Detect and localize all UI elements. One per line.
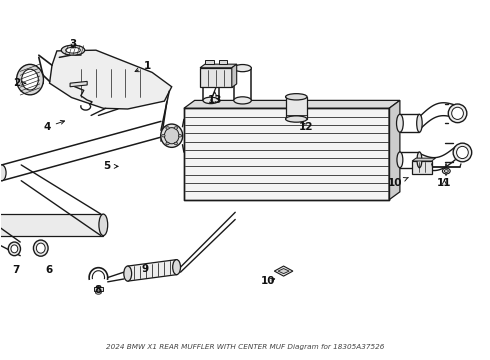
Text: 5: 5 bbox=[103, 161, 118, 171]
Polygon shape bbox=[278, 269, 289, 274]
Ellipse shape bbox=[286, 116, 307, 122]
Ellipse shape bbox=[11, 245, 18, 253]
Text: 7: 7 bbox=[13, 265, 20, 275]
Text: 2: 2 bbox=[13, 78, 25, 88]
Ellipse shape bbox=[66, 47, 80, 53]
Bar bbox=[94, 287, 103, 291]
Text: 3: 3 bbox=[70, 40, 76, 49]
Ellipse shape bbox=[99, 214, 108, 235]
Ellipse shape bbox=[396, 114, 403, 132]
Ellipse shape bbox=[178, 134, 182, 137]
Ellipse shape bbox=[172, 260, 180, 275]
Polygon shape bbox=[200, 64, 237, 68]
Ellipse shape bbox=[161, 124, 183, 147]
Ellipse shape bbox=[234, 64, 251, 72]
Ellipse shape bbox=[203, 70, 219, 77]
Text: 2024 BMW X1 REAR MUFFLER WITH CENTER MUF Diagram for 18305A37526: 2024 BMW X1 REAR MUFFLER WITH CENTER MUF… bbox=[106, 345, 384, 350]
Ellipse shape bbox=[61, 45, 85, 55]
Ellipse shape bbox=[452, 107, 464, 120]
Polygon shape bbox=[184, 100, 400, 108]
Polygon shape bbox=[286, 97, 307, 119]
Text: 6: 6 bbox=[45, 265, 52, 275]
Polygon shape bbox=[184, 108, 389, 200]
Ellipse shape bbox=[8, 242, 21, 256]
Polygon shape bbox=[274, 266, 293, 276]
Ellipse shape bbox=[416, 114, 422, 132]
Ellipse shape bbox=[124, 266, 132, 281]
Polygon shape bbox=[232, 64, 237, 87]
Ellipse shape bbox=[22, 69, 38, 90]
Text: 11: 11 bbox=[437, 178, 452, 188]
Polygon shape bbox=[205, 60, 214, 64]
Text: 8: 8 bbox=[95, 285, 102, 296]
Polygon shape bbox=[200, 68, 232, 87]
Text: 13: 13 bbox=[207, 92, 222, 105]
Ellipse shape bbox=[286, 94, 307, 100]
Ellipse shape bbox=[397, 152, 403, 168]
Polygon shape bbox=[70, 81, 87, 87]
Text: 9: 9 bbox=[141, 264, 148, 274]
Polygon shape bbox=[412, 161, 432, 174]
Text: 10: 10 bbox=[388, 177, 408, 188]
Ellipse shape bbox=[448, 104, 467, 123]
Ellipse shape bbox=[174, 142, 177, 145]
Ellipse shape bbox=[166, 127, 169, 129]
Polygon shape bbox=[49, 50, 172, 109]
Ellipse shape bbox=[166, 142, 169, 145]
Polygon shape bbox=[0, 214, 103, 235]
Ellipse shape bbox=[444, 170, 448, 172]
Ellipse shape bbox=[234, 97, 251, 104]
Ellipse shape bbox=[164, 128, 179, 144]
Text: 10: 10 bbox=[261, 276, 276, 286]
Polygon shape bbox=[412, 158, 436, 161]
Text: 4: 4 bbox=[44, 120, 65, 132]
Polygon shape bbox=[128, 260, 176, 281]
Ellipse shape bbox=[17, 64, 44, 95]
Text: 1: 1 bbox=[135, 61, 151, 72]
Polygon shape bbox=[389, 100, 400, 200]
Ellipse shape bbox=[162, 134, 165, 137]
Ellipse shape bbox=[442, 168, 450, 174]
Ellipse shape bbox=[417, 152, 422, 168]
Ellipse shape bbox=[453, 143, 472, 162]
Ellipse shape bbox=[96, 291, 101, 294]
Polygon shape bbox=[219, 60, 227, 64]
Ellipse shape bbox=[0, 165, 6, 181]
Ellipse shape bbox=[36, 243, 45, 253]
Text: 12: 12 bbox=[299, 122, 313, 132]
Ellipse shape bbox=[457, 147, 468, 158]
Ellipse shape bbox=[174, 127, 177, 129]
Ellipse shape bbox=[33, 240, 48, 256]
Ellipse shape bbox=[203, 97, 219, 104]
